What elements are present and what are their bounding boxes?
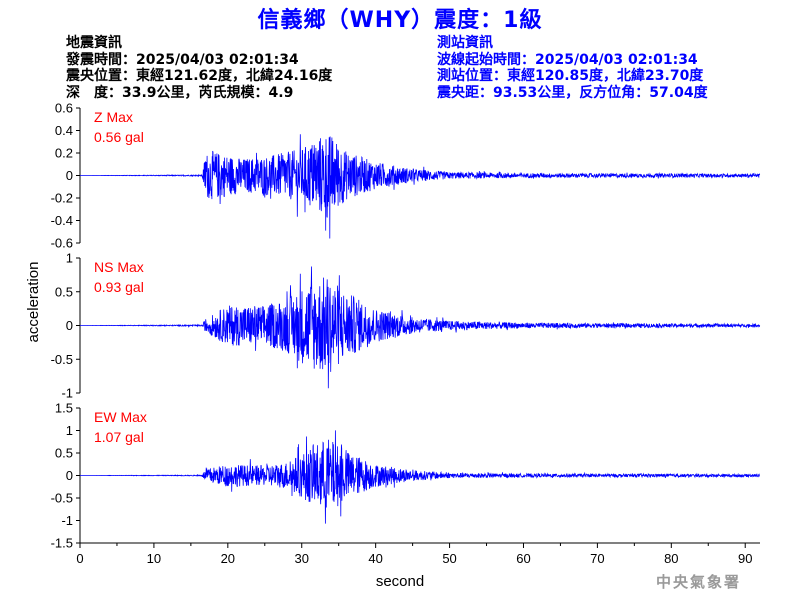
trace-z bbox=[80, 134, 761, 239]
trace-ns bbox=[80, 266, 761, 389]
y-tick-label-ns: 0 bbox=[66, 318, 73, 333]
max-value-z: 0.56 gal bbox=[94, 129, 144, 145]
y-tick-label-z: 0.2 bbox=[55, 146, 73, 161]
quake-depth-magnitude: 深 度：33.9公里，芮氏規模：4.9 bbox=[66, 84, 294, 101]
y-tick-label-z: -0.2 bbox=[51, 191, 73, 206]
agency-footer: 中央氣象署 bbox=[656, 573, 742, 591]
y-tick-label-ns: -1 bbox=[61, 386, 73, 401]
x-tick-label: 70 bbox=[590, 551, 604, 566]
quake-info-block: 地震資訊 發震時間：2025/04/03 02:01:34 震央位置：東經121… bbox=[66, 35, 332, 101]
max-label-z: Z Max bbox=[94, 109, 133, 125]
y-tick-label-z: 0 bbox=[66, 168, 73, 183]
station-location: 測站位置：東經120.85度，北緯23.70度 bbox=[437, 68, 704, 84]
station-distance: 震央距：93.53公里，反方位角：57.04度 bbox=[437, 84, 708, 101]
y-tick-label-z: -0.6 bbox=[51, 236, 73, 251]
y-tick-label-z: -0.4 bbox=[51, 213, 73, 228]
y-tick-label-ew: 1.5 bbox=[55, 401, 73, 416]
station-wave-start: 波線起始時間：2025/04/03 02:01:34 bbox=[437, 51, 698, 68]
x-tick-label: 50 bbox=[442, 551, 456, 566]
x-tick-label: 90 bbox=[738, 551, 752, 566]
y-tick-label-ns: -0.5 bbox=[51, 352, 73, 367]
y-tick-label-ew: -0.5 bbox=[51, 491, 73, 506]
x-tick-label: 20 bbox=[221, 551, 235, 566]
x-tick-label: 10 bbox=[147, 551, 161, 566]
quake-time: 發震時間：2025/04/03 02:01:34 bbox=[66, 51, 299, 68]
x-tick-label: 80 bbox=[664, 551, 678, 566]
y-tick-label-ns: 1 bbox=[66, 251, 73, 266]
y-tick-label-ew: -1.5 bbox=[51, 536, 73, 551]
chart-title: 信義鄉（WHY）震度：1級 bbox=[257, 8, 543, 33]
max-value-ns: 0.93 gal bbox=[94, 279, 144, 295]
trace-ew bbox=[80, 430, 760, 524]
y-tick-label-z: 0.6 bbox=[55, 101, 73, 116]
x-tick-label: 40 bbox=[368, 551, 382, 566]
y-tick-label-ew: -1 bbox=[61, 513, 73, 528]
y-tick-label-ew: 0 bbox=[66, 468, 73, 483]
x-tick-label: 60 bbox=[516, 551, 530, 566]
y-tick-label-ns: 0.5 bbox=[55, 284, 73, 299]
max-value-ew: 1.07 gal bbox=[94, 429, 144, 445]
max-label-ew: EW Max bbox=[94, 409, 147, 425]
station-info-heading: 測站資訊 bbox=[437, 35, 493, 51]
x-tick-label: 30 bbox=[295, 551, 309, 566]
y-tick-label-ew: 1 bbox=[66, 423, 73, 438]
x-axis-label: second bbox=[376, 573, 424, 590]
x-tick-label: 0 bbox=[76, 551, 83, 566]
max-label-ns: NS Max bbox=[94, 259, 144, 275]
y-axis-label: acceleration bbox=[25, 262, 42, 343]
quake-info-heading: 地震資訊 bbox=[66, 35, 122, 51]
y-tick-label-ew: 0.5 bbox=[55, 446, 73, 461]
quake-epicenter: 震央位置：東經121.62度，北緯24.16度 bbox=[66, 68, 333, 84]
y-tick-label-z: 0.4 bbox=[55, 123, 73, 138]
station-info-block: 測站資訊 波線起始時間：2025/04/03 02:01:34 測站位置：東經1… bbox=[437, 35, 708, 101]
